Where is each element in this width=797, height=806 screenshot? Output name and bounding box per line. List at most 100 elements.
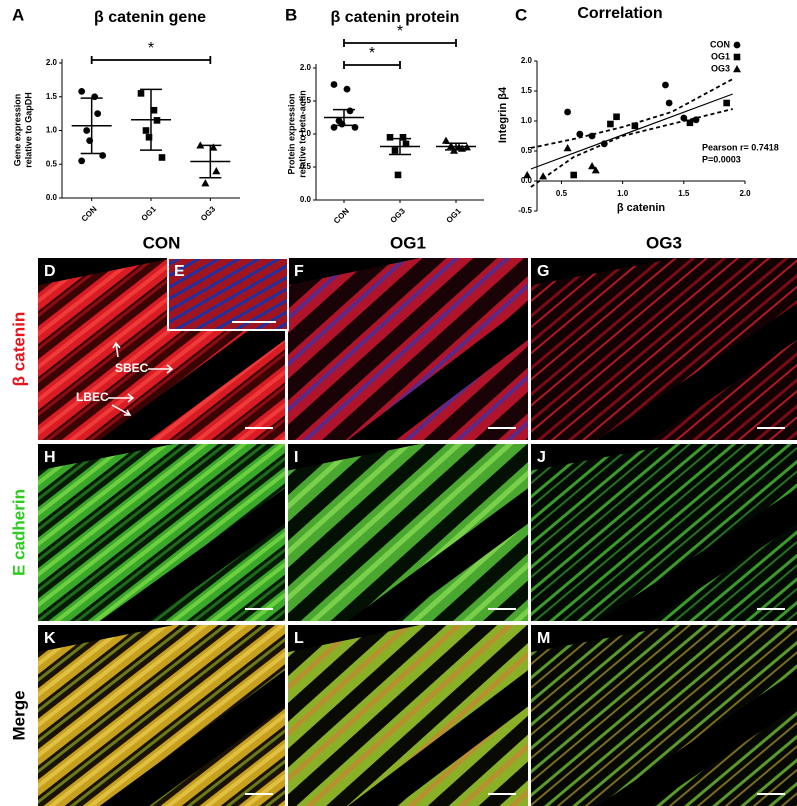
y-tick-label: 0.0 <box>46 193 58 202</box>
x-tick-label: 1.5 <box>678 189 690 198</box>
panel-letter: C <box>515 5 527 24</box>
structure-label: LBEC <box>76 390 109 404</box>
micrograph <box>38 625 285 806</box>
chart-title: β catenin gene <box>94 9 206 26</box>
point <box>145 133 153 141</box>
significance-label: * <box>148 40 154 57</box>
x-tick-label: CON <box>332 206 351 225</box>
micrograph <box>288 444 528 621</box>
panel-letter: K <box>44 630 56 647</box>
panel-letter: J <box>537 449 546 466</box>
y-tick-label: 1.5 <box>521 86 533 95</box>
confidence-band <box>530 108 733 188</box>
point <box>391 147 399 154</box>
y-tick-label: 0.5 <box>300 162 312 171</box>
tissue <box>531 444 797 621</box>
y-axis-label: Integrin β4 <box>497 86 509 143</box>
point <box>394 171 402 179</box>
y-axis-label: relative to beta-actin <box>297 90 307 178</box>
structure-label: SBEC <box>115 361 149 375</box>
annotation: P=0.0003 <box>702 154 741 164</box>
y-tick-label: 2.0 <box>46 58 58 67</box>
row-header: β catenin <box>9 312 28 387</box>
panel-letter: H <box>44 449 56 466</box>
point <box>588 132 596 140</box>
chart-title: Correlation <box>577 5 662 22</box>
point <box>613 113 620 121</box>
significance-bracket <box>90 56 212 64</box>
confidence-band <box>530 78 734 149</box>
x-tick-label: 0.5 <box>556 189 568 198</box>
inset <box>167 257 289 331</box>
point <box>576 130 584 138</box>
y-tick-label: 2.0 <box>300 63 312 72</box>
x-tick-label: CON <box>80 204 99 223</box>
y-tick-label: 1.5 <box>46 92 58 101</box>
micrograph <box>531 444 797 621</box>
y-tick-label: 1.5 <box>300 96 312 105</box>
panel-letter: L <box>294 630 304 647</box>
error-bar <box>389 137 411 156</box>
tissue <box>38 625 285 806</box>
error-bar <box>140 88 162 151</box>
legend-label: OG1 <box>711 51 730 61</box>
point <box>201 179 210 187</box>
y-axis-label: Gene expression <box>12 94 22 167</box>
column-header: OG3 <box>646 233 682 252</box>
point <box>733 41 741 49</box>
panel-letter: F <box>294 263 304 280</box>
y-tick-label: 1.0 <box>46 126 58 135</box>
x-tick-label: OG3 <box>199 204 218 223</box>
error-bar <box>199 144 222 179</box>
y-tick-label: 2.0 <box>521 56 533 65</box>
tissue <box>531 625 797 806</box>
tissue <box>531 258 797 440</box>
point <box>158 154 166 161</box>
annotation: Pearson r= 0.7418 <box>702 142 779 152</box>
tissue <box>396 339 528 440</box>
point <box>591 166 600 174</box>
point <box>733 65 741 73</box>
micrograph <box>38 444 285 621</box>
y-axis-label: relative to GapDH <box>23 92 33 168</box>
micrograph <box>531 625 797 806</box>
legend-label: CON <box>710 39 730 49</box>
point <box>78 87 86 95</box>
x-tick-label: OG1 <box>445 206 464 225</box>
x-tick-label: 1.0 <box>617 189 629 198</box>
x-tick-label: OG1 <box>140 204 159 223</box>
error-bar <box>445 142 467 151</box>
micrograph <box>531 258 797 440</box>
y-tick-label: -0.5 <box>518 206 532 215</box>
point <box>137 90 145 97</box>
point <box>665 99 673 107</box>
panel-letter: M <box>537 630 550 647</box>
tissue <box>38 444 285 621</box>
significance-label: * <box>369 45 375 62</box>
column-header: CON <box>143 233 181 252</box>
y-tick-label: 1.0 <box>300 129 312 138</box>
point <box>399 134 407 141</box>
y-tick-label: 0.0 <box>521 176 533 185</box>
point <box>692 116 700 124</box>
y-axis-label: Protein expression <box>286 93 296 174</box>
y-tick-label: 0.0 <box>300 195 312 204</box>
point <box>607 120 614 128</box>
point <box>212 167 221 175</box>
tissue <box>288 258 528 440</box>
point <box>386 134 394 141</box>
column-header: OG1 <box>390 233 426 252</box>
point <box>343 85 351 93</box>
x-axis-label: β catenin <box>617 202 666 214</box>
significance-label: * <box>397 23 403 40</box>
y-tick-label: 1.0 <box>521 116 533 125</box>
point <box>523 171 532 179</box>
panel-letter: D <box>44 263 56 280</box>
point <box>539 172 548 180</box>
row-header: Merge <box>9 690 28 740</box>
panel-letter: I <box>294 449 298 466</box>
point <box>330 81 338 88</box>
micrograph <box>288 625 528 806</box>
point <box>78 157 86 165</box>
trend-line <box>530 93 733 170</box>
